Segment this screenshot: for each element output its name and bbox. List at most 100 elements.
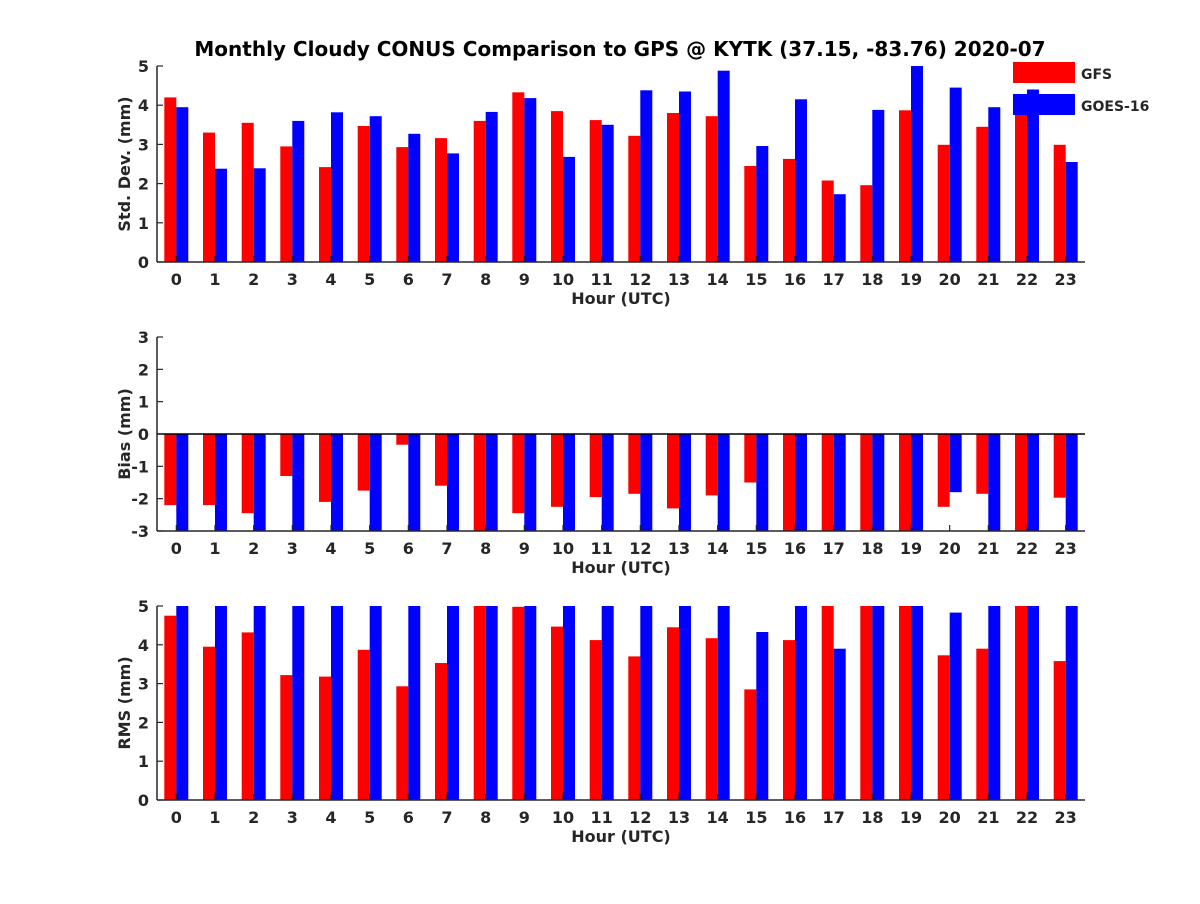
stddev-xtick-label: 1 <box>209 270 220 289</box>
stddev-bar-gfs-hour-19 <box>899 110 911 262</box>
bias-xtick-label: 16 <box>784 539 806 558</box>
stddev-xtick-label: 9 <box>519 270 530 289</box>
rms-bar-gfs-hour-22 <box>1015 606 1027 800</box>
bias-bar-goes16-hour-12 <box>640 434 653 531</box>
rms-ytick-label: 4 <box>138 636 149 655</box>
stddev-bar-gfs-hour-13 <box>667 113 679 262</box>
bias-bar-goes16-hour-16 <box>795 434 807 531</box>
rms-bar-goes16-hour-5 <box>369 606 382 800</box>
bias-xtick-label: 3 <box>287 539 298 558</box>
stddev-xtick-label: 6 <box>403 270 414 289</box>
stddev-bar-goes16-hour-5 <box>369 116 382 262</box>
bias-bar-gfs-hour-17 <box>821 434 834 531</box>
rms-ylabel: RMS (mm) <box>115 656 134 749</box>
stddev-bar-goes16-hour-9 <box>524 98 537 262</box>
rms-bar-gfs-hour-0 <box>164 615 177 800</box>
rms-bar-gfs-hour-10 <box>551 626 563 800</box>
stddev-xtick-label: 4 <box>325 270 336 289</box>
stddev-xtick-label: 19 <box>900 270 922 289</box>
stddev-xtick-label: 20 <box>939 270 961 289</box>
bias-bar-goes16-hour-2 <box>253 434 266 531</box>
stddev-ylabel: Std. Dev. (mm) <box>115 96 134 231</box>
stddev-bar-goes16-hour-6 <box>408 133 421 262</box>
stddev-bar-goes16-hour-0 <box>176 107 189 262</box>
stddev-xtick-label: 14 <box>707 270 729 289</box>
legend-swatch-gfs <box>1013 62 1075 83</box>
bias-bar-goes16-hour-20 <box>949 434 962 493</box>
rms-bar-goes16-hour-0 <box>176 606 189 800</box>
stddev-bar-goes16-hour-15 <box>756 146 769 262</box>
rms-bar-gfs-hour-23 <box>1053 661 1066 800</box>
bias-xtick-label: 22 <box>1016 539 1038 558</box>
stddev-xtick-label: 22 <box>1016 270 1038 289</box>
rms-bar-goes16-hour-16 <box>795 606 807 800</box>
stddev-bar-goes16-hour-14 <box>717 70 730 262</box>
bias-bar-gfs-hour-11 <box>589 434 602 498</box>
rms-xtick-label: 2 <box>248 808 259 827</box>
rms-xtick-label: 9 <box>519 808 530 827</box>
rms-bar-gfs-hour-18 <box>860 606 873 800</box>
rms-bar-goes16-hour-14 <box>717 606 730 800</box>
bias-bar-goes16-hour-4 <box>331 434 343 531</box>
bias-xtick-label: 7 <box>441 539 452 558</box>
rms-bar-goes16-hour-7 <box>447 606 459 800</box>
stddev-ytick-label: 0 <box>138 253 149 272</box>
rms-bar-goes16-hour-19 <box>911 606 923 800</box>
stddev-xtick-label: 3 <box>287 270 298 289</box>
bias-bar-goes16-hour-17 <box>833 434 846 531</box>
bias-bar-goes16-hour-3 <box>292 434 305 531</box>
rms-bar-gfs-hour-20 <box>937 655 950 800</box>
bias-xtick-label: 17 <box>823 539 845 558</box>
bias-bar-gfs-hour-12 <box>628 434 641 494</box>
rms-bar-goes16-hour-11 <box>601 606 614 800</box>
rms-bar-goes16-hour-13 <box>679 606 691 800</box>
stddev-xtick-label: 0 <box>171 270 182 289</box>
stddev-xtick-label: 8 <box>480 270 491 289</box>
bias-bar-gfs-hour-19 <box>899 434 911 531</box>
stddev-xtick-label: 23 <box>1055 270 1077 289</box>
stddev-xlabel: Hour (UTC) <box>571 289 671 308</box>
bias-bar-goes16-hour-15 <box>756 434 769 531</box>
legend-label-goes16: GOES-16 <box>1081 99 1149 115</box>
bias-xtick-label: 6 <box>403 539 414 558</box>
bias-xtick-label: 21 <box>977 539 999 558</box>
stddev-bar-gfs-hour-17 <box>821 180 834 262</box>
bias-ytick-label: 1 <box>138 393 149 412</box>
rms-bar-gfs-hour-19 <box>899 606 911 800</box>
stddev-bar-gfs-hour-23 <box>1053 144 1066 262</box>
rms-xtick-label: 18 <box>861 808 883 827</box>
rms-bar-gfs-hour-5 <box>357 649 370 800</box>
bias-ytick-label: 0 <box>138 425 149 444</box>
stddev-bar-goes16-hour-16 <box>795 99 807 262</box>
rms-xtick-label: 11 <box>591 808 613 827</box>
stddev-bar-gfs-hour-6 <box>396 147 409 262</box>
stddev-bar-gfs-hour-18 <box>860 185 873 262</box>
stddev-ytick-label: 1 <box>138 214 149 233</box>
stddev-bar-goes16-hour-2 <box>253 168 266 262</box>
bias-bar-goes16-hour-1 <box>215 434 227 531</box>
rms-bar-gfs-hour-17 <box>821 606 834 800</box>
stddev-bar-goes16-hour-4 <box>331 112 343 262</box>
stddev-bar-goes16-hour-12 <box>640 90 653 262</box>
bias-bar-gfs-hour-6 <box>396 434 409 445</box>
bias-xtick-label: 2 <box>248 539 259 558</box>
stddev-bar-gfs-hour-20 <box>937 144 950 262</box>
rms-bar-goes16-hour-22 <box>1027 606 1039 800</box>
rms-bar-goes16-hour-4 <box>331 606 343 800</box>
bias-ytick-label: 2 <box>138 360 149 379</box>
stddev-ytick-label: 3 <box>138 135 149 154</box>
stddev-bar-gfs-hour-10 <box>551 111 563 262</box>
bias-bar-goes16-hour-23 <box>1065 434 1078 531</box>
rms-xtick-label: 3 <box>287 808 298 827</box>
stddev-bar-goes16-hour-1 <box>215 168 227 262</box>
rms-xtick-label: 12 <box>629 808 651 827</box>
bias-xtick-label: 10 <box>552 539 574 558</box>
rms-xlabel: Hour (UTC) <box>571 827 671 846</box>
stddev-bar-goes16-hour-22 <box>1027 89 1039 262</box>
stddev-bar-gfs-hour-4 <box>319 167 331 262</box>
rms-bar-gfs-hour-6 <box>396 686 409 800</box>
stddev-xtick-label: 10 <box>552 270 574 289</box>
rms-bar-gfs-hour-7 <box>435 663 447 800</box>
bias-xtick-label: 9 <box>519 539 530 558</box>
